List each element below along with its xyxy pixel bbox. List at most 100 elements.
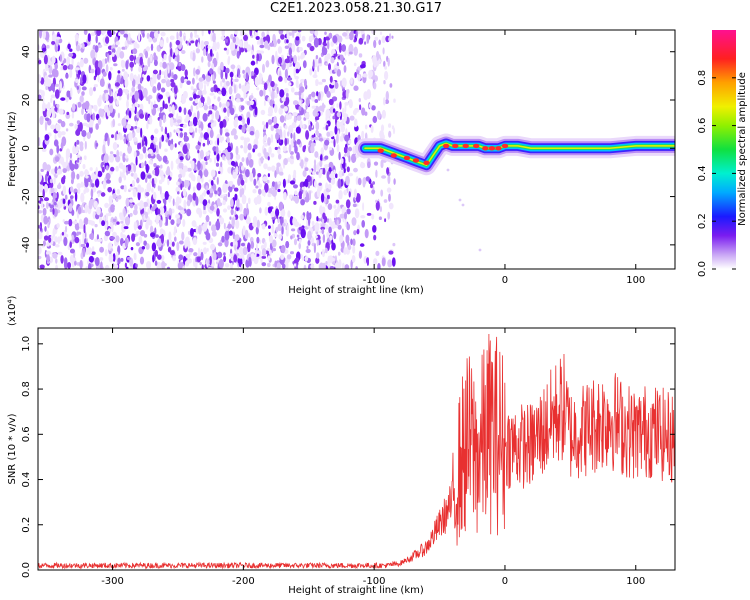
heatmap-noise-cell: [115, 90, 119, 94]
heatmap-noise-cell: [76, 159, 80, 163]
heatmap-noise-cell: [69, 241, 72, 248]
heatmap-noise-cell: [67, 43, 71, 50]
heatmap-noise-cell: [158, 140, 162, 150]
heatmap-noise-cell: [123, 33, 128, 38]
heatmap-noise-cell: [78, 238, 82, 249]
heatmap-noise-cell: [267, 173, 270, 178]
heatmap-noise-cell: [190, 228, 194, 237]
heatmap-noise-cell: [63, 236, 68, 247]
heatmap-noise-cell: [353, 230, 357, 236]
heatmap-noise-cell: [178, 254, 184, 261]
heatmap-noise-cell: [129, 212, 133, 217]
heatmap-noise-cell: [354, 71, 357, 79]
heatmap-noise-cell: [192, 116, 198, 127]
heatmap-noise-cell: [105, 92, 109, 102]
heatmap-noise-cell: [179, 30, 183, 38]
heatmap-noise-cell: [323, 38, 326, 43]
heatmap-noise-cell: [186, 80, 191, 85]
heatmap-noise-cell: [225, 80, 230, 87]
heatmap-noise-cell: [268, 187, 273, 196]
heatmap-noise-cell: [182, 188, 187, 197]
heatmap-noise-cell: [63, 260, 68, 269]
heatmap-noise-cell: [265, 121, 269, 129]
heatmap-noise-cell: [261, 223, 266, 230]
heatmap-noise-cell: [159, 219, 163, 228]
heatmap-noise-cell: [341, 228, 345, 238]
heatmap-noise-cell: [346, 208, 351, 215]
heatmap-noise-cell: [240, 247, 243, 253]
heatmap-noise-cell: [179, 240, 184, 245]
heatmap-noise-cell: [76, 139, 80, 145]
heatmap-noise-cell: [257, 173, 262, 178]
heatmap-noise-cell: [123, 175, 127, 181]
heatmap-noise-cell: [38, 59, 42, 65]
heatmap-noise-cell: [198, 77, 204, 82]
heatmap-noise-cell: [137, 184, 142, 193]
heatmap-noise-cell: [210, 122, 214, 128]
heatmap-noise-cell: [80, 192, 85, 203]
heatmap-noise-cell: [42, 47, 47, 52]
heatmap-noise-cell: [366, 212, 372, 216]
heatmap-noise-cell: [83, 224, 86, 234]
heatmap-noise-cell: [103, 153, 109, 163]
heatmap-noise-cell: [118, 96, 122, 101]
heatmap-noise-cell: [293, 55, 297, 64]
heatmap-noise-cell: [358, 98, 361, 103]
heatmap-noise-cell: [347, 172, 354, 177]
heatmap-noise-cell: [153, 136, 158, 143]
heatmap-noise-cell: [227, 192, 230, 198]
heatmap-noise-cell: [92, 112, 96, 121]
heatmap-noise-cell: [265, 60, 270, 68]
heatmap-noise-cell: [353, 167, 358, 173]
heatmap-noise-cell: [362, 73, 368, 78]
heatmap-noise-cell: [213, 95, 216, 100]
heatmap-noise-cell: [226, 48, 230, 55]
heatmap-noise-cell: [241, 157, 245, 163]
heatmap-noise-cell: [368, 103, 372, 109]
heatmap-noise-cell: [264, 182, 269, 193]
heatmap-noise-cell: [316, 216, 319, 222]
heatmap-noise-cell: [387, 57, 390, 67]
heatmap-noise-cell: [380, 124, 385, 132]
heatmap-noise-cell: [55, 264, 59, 269]
heatmap-noise-cell: [241, 125, 246, 134]
heatmap-noise-cell: [86, 242, 89, 248]
heatmap-noise-cell: [125, 266, 129, 269]
heatmap-noise-cell: [263, 148, 267, 156]
heatmap-noise-cell: [391, 257, 396, 267]
heatmap-noise-cell: [237, 115, 243, 121]
heatmap-noise-cell: [130, 172, 135, 177]
heatmap-noise-cell: [150, 134, 154, 141]
heatmap-noise-cell: [156, 261, 162, 269]
heatmap-noise-cell: [198, 224, 202, 235]
heatmap-noise-cell: [154, 193, 157, 200]
heatmap-noise-cell: [77, 231, 82, 235]
heatmap-noise-cell: [90, 49, 96, 59]
heatmap-noise-cell: [117, 257, 121, 265]
heatmap-noise-cell: [159, 107, 164, 111]
heatmap-noise-cell: [298, 105, 302, 112]
heatmap-noise-cell: [219, 121, 224, 129]
heatmap-noise-cell: [146, 182, 151, 193]
heatmap-noise-cell: [139, 56, 143, 66]
heatmap-noise-cell: [312, 59, 315, 69]
heatmap-noise-cell: [387, 259, 393, 268]
heatmap-noise-cell: [239, 213, 244, 221]
heatmap-noise-cell: [283, 106, 288, 112]
heatmap-noise-cell: [353, 39, 357, 43]
heatmap-noise-cell: [267, 201, 271, 207]
heatmap-noise-cell: [379, 206, 382, 213]
heatmap-noise-cell: [202, 209, 207, 215]
heatmap-noise-cell: [115, 155, 121, 163]
colorbar-label: Normalized spectral amplitude: [737, 72, 748, 226]
heatmap-noise-cell: [240, 105, 245, 111]
heatmap-noise-cell: [225, 67, 230, 74]
heatmap-noise-cell: [123, 136, 126, 144]
heatmap-noise-cell: [154, 250, 158, 257]
heatmap-noise-cell: [166, 239, 170, 248]
heatmap-noise-cell: [219, 126, 223, 136]
heatmap-noise-cell: [275, 208, 280, 217]
heatmap-noise-cell: [344, 218, 347, 228]
heatmap-noise-cell: [242, 117, 245, 125]
heatmap-noise-cell: [184, 260, 190, 267]
